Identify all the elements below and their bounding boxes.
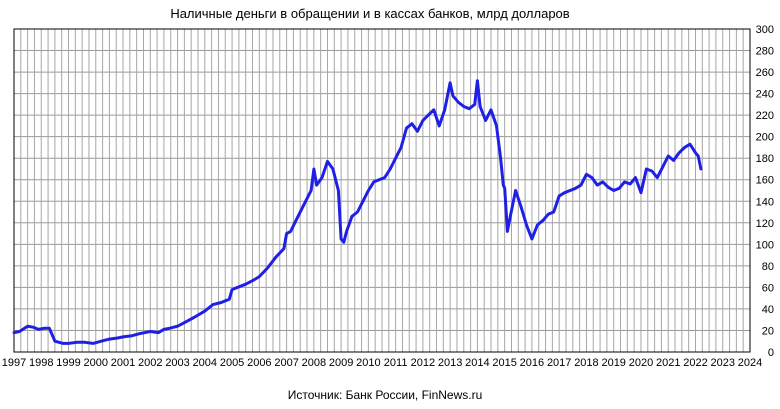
y-axis-ticks: 0 20 40 60 80 100 120 140 160 180 200 220 240 260 280 3… bbox=[756, 24, 774, 359]
x-tick-label: 2007 bbox=[274, 357, 298, 369]
y-tick-label: 20 bbox=[762, 325, 774, 337]
x-tick-label: 1999 bbox=[56, 357, 80, 369]
series-line bbox=[12, 79, 703, 345]
x-tick-label: 2012 bbox=[411, 357, 435, 369]
y-tick-label: 40 bbox=[762, 304, 774, 316]
x-tick-label: 2011 bbox=[384, 357, 408, 369]
x-tick-label: 2018 bbox=[574, 357, 598, 369]
x-axis-ticks: 1997 1998 1999 2000 2001 2002 2003 2004 2005 2006… bbox=[2, 357, 762, 369]
grid bbox=[13, 28, 751, 353]
y-tick-label: 140 bbox=[756, 196, 774, 208]
x-tick-label: 2008 bbox=[302, 357, 326, 369]
chart-title: Наличные деньги в обращении и в кассах б… bbox=[170, 6, 569, 21]
y-tick-label: 200 bbox=[756, 132, 774, 144]
x-tick-label: 2022 bbox=[683, 357, 707, 369]
y-tick-label: 240 bbox=[756, 89, 774, 101]
y-tick-label: 80 bbox=[762, 261, 774, 273]
chart-source: Источник: Банк России, FinNews.ru bbox=[288, 388, 483, 402]
x-tick-label: 2024 bbox=[738, 357, 762, 369]
x-tick-label: 2001 bbox=[111, 357, 135, 369]
x-tick-label: 2002 bbox=[138, 357, 162, 369]
y-tick-label: 60 bbox=[762, 282, 774, 294]
x-tick-label: 2023 bbox=[710, 357, 734, 369]
x-tick-label: 2010 bbox=[356, 357, 380, 369]
x-tick-label: 2005 bbox=[220, 357, 244, 369]
x-tick-label: 2020 bbox=[629, 357, 653, 369]
y-tick-label: 220 bbox=[756, 110, 774, 122]
y-tick-label: 160 bbox=[756, 175, 774, 187]
x-tick-label: 2013 bbox=[438, 357, 462, 369]
y-tick-label: 120 bbox=[756, 218, 774, 230]
x-tick-label: 2000 bbox=[84, 357, 108, 369]
y-tick-label: 260 bbox=[756, 67, 774, 79]
x-tick-label: 1997 bbox=[2, 357, 26, 369]
x-tick-label: 2014 bbox=[465, 357, 489, 369]
x-tick-label: 2003 bbox=[165, 357, 189, 369]
plot-border bbox=[13, 28, 751, 353]
x-tick-label: 2015 bbox=[492, 357, 516, 369]
y-tick-label: 180 bbox=[756, 153, 774, 165]
x-tick-label: 2004 bbox=[193, 357, 217, 369]
x-tick-label: 2017 bbox=[547, 357, 571, 369]
y-tick-label: 300 bbox=[756, 24, 774, 36]
y-tick-label: 100 bbox=[756, 239, 774, 251]
x-tick-label: 2019 bbox=[601, 357, 625, 369]
x-tick-label: 1998 bbox=[29, 357, 53, 369]
x-tick-label: 2006 bbox=[247, 357, 271, 369]
y-tick-label: 0 bbox=[768, 347, 774, 359]
x-tick-label: 2021 bbox=[656, 357, 680, 369]
x-tick-label: 2016 bbox=[520, 357, 544, 369]
y-tick-label: 280 bbox=[756, 46, 774, 58]
x-tick-label: 2009 bbox=[329, 357, 353, 369]
